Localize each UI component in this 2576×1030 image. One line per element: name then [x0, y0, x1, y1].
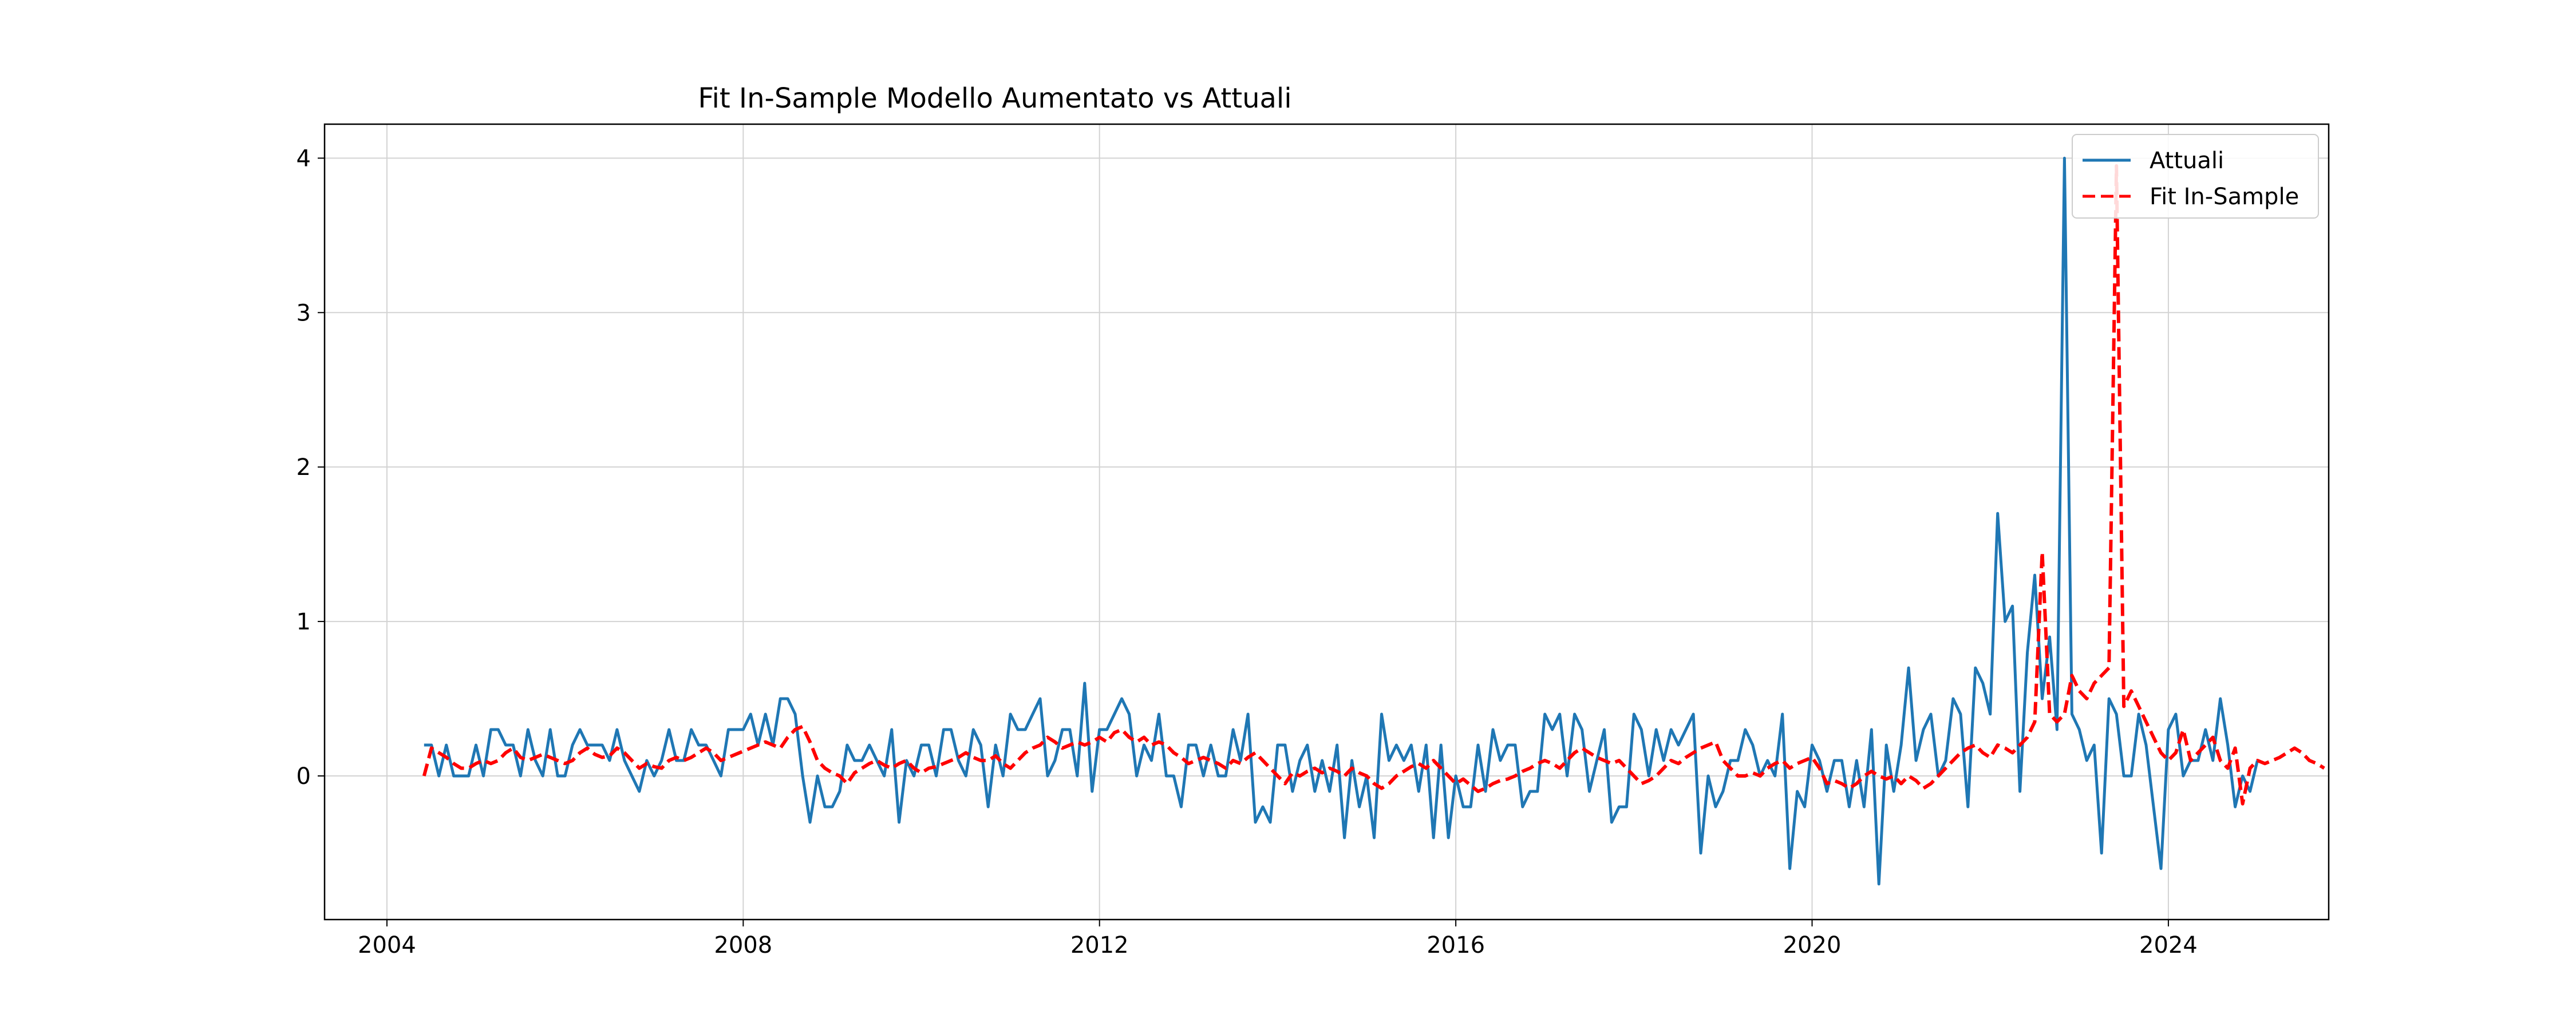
chart-title: Fit In-Sample Modello Aumentato vs Attua… — [698, 82, 1291, 114]
y-tick-label: 4 — [297, 145, 311, 172]
x-tick-label: 2016 — [1427, 932, 1485, 958]
x-tick-label: 2004 — [358, 932, 416, 958]
y-tick-label: 1 — [297, 609, 311, 635]
legend-label-1: Fit In-Sample — [2150, 184, 2299, 210]
series-line-1 — [422, 164, 2325, 806]
series-layer — [422, 156, 2325, 886]
series-line-0 — [424, 156, 2259, 886]
x-tick-label: 2012 — [1070, 932, 1129, 958]
legend-box — [2072, 134, 2319, 219]
x-axis: 2004 2008 2012 2016 2020 2024 — [358, 920, 2198, 958]
y-tick-label: 0 — [297, 763, 311, 790]
plot-frame — [323, 123, 2330, 921]
y-tick-label: 3 — [297, 300, 311, 326]
legend-label-0: Attuali — [2150, 148, 2224, 174]
grid — [325, 124, 2329, 920]
y-axis: 0 1 2 3 4 — [297, 145, 325, 790]
x-tick-label: 2024 — [2139, 932, 2198, 958]
x-tick-label: 2008 — [714, 932, 772, 958]
legend: Attuali Fit In-Sample — [2072, 134, 2319, 219]
x-tick-label: 2020 — [1783, 932, 1842, 958]
y-tick-label: 2 — [297, 454, 311, 481]
